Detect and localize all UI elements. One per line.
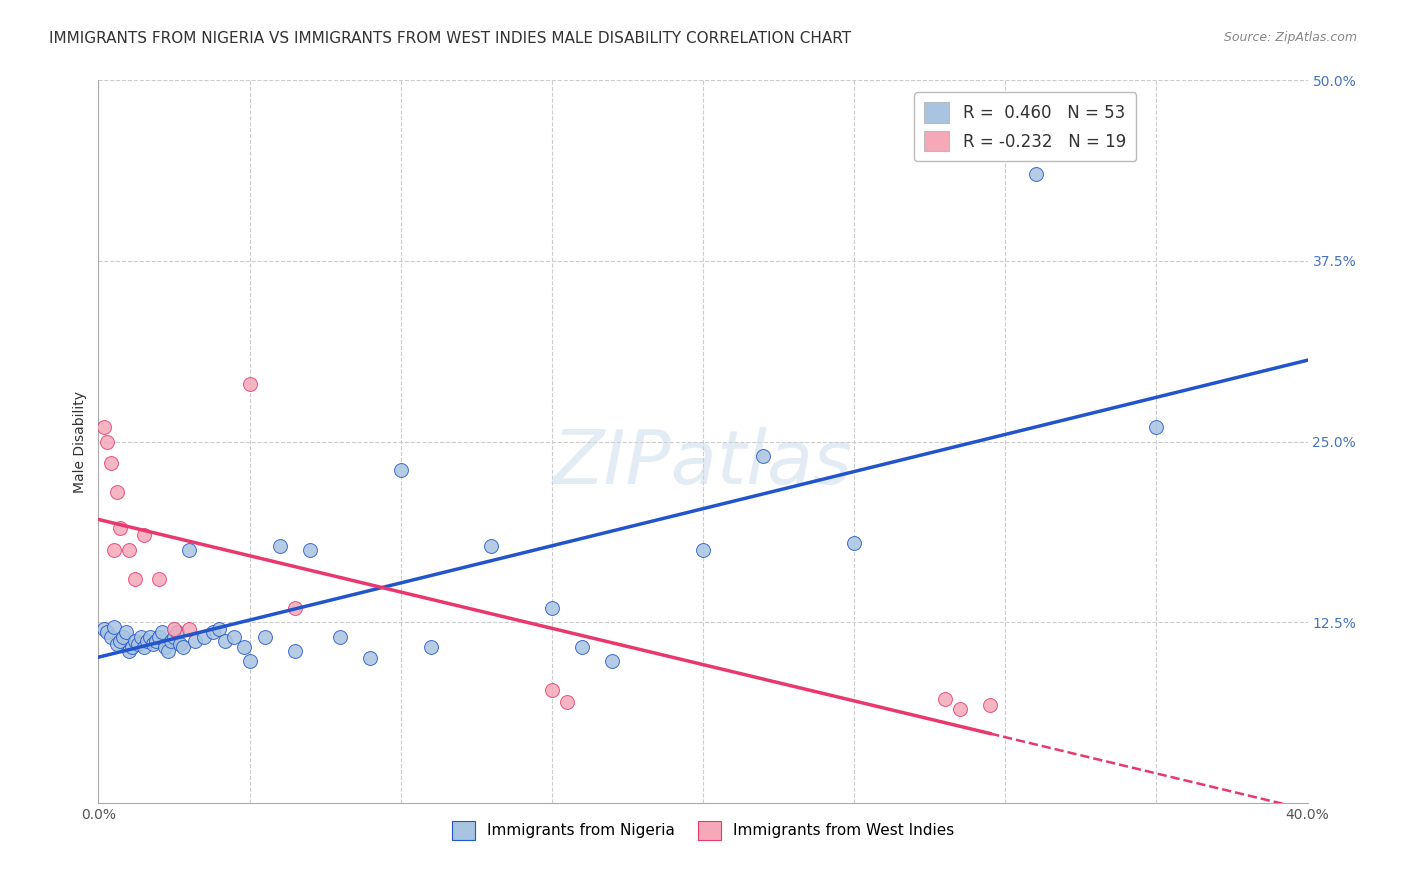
Point (100, 456, 122, 470)
Point (103, 619, 125, 633)
Point (224, 630, 246, 644)
Point (169, 637, 191, 651)
Point (481, 539, 503, 553)
Point (1024, 167, 1046, 181)
Point (179, 623, 201, 637)
Point (844, 535, 866, 549)
Point (949, 702, 972, 716)
Point (148, 572, 170, 586)
Point (111, 630, 134, 644)
Point (127, 637, 149, 651)
Point (100, 630, 122, 644)
Point (540, 600, 562, 615)
Point (752, 449, 775, 463)
Point (153, 640, 176, 654)
Point (163, 630, 186, 644)
Text: IMMIGRANTS FROM NIGERIA VS IMMIGRANTS FROM WEST INDIES MALE DISABILITY CORRELATI: IMMIGRANTS FROM NIGERIA VS IMMIGRANTS FR… (49, 31, 852, 46)
Point (124, 634, 146, 648)
Point (132, 528, 155, 542)
Point (239, 654, 262, 668)
Point (121, 640, 143, 654)
Point (232, 640, 254, 654)
Point (108, 521, 131, 535)
Point (202, 625, 225, 640)
Point (105, 637, 128, 651)
Point (299, 542, 322, 557)
Point (145, 634, 167, 648)
Point (269, 539, 291, 553)
Point (103, 542, 125, 557)
Point (692, 542, 714, 557)
Text: ZIPatlas: ZIPatlas (553, 427, 853, 500)
Point (934, 691, 956, 706)
Point (193, 630, 215, 644)
Point (253, 630, 276, 644)
Point (571, 640, 593, 654)
Point (329, 630, 352, 644)
Point (179, 542, 201, 557)
Point (129, 630, 152, 644)
Text: Source: ZipAtlas.com: Source: ZipAtlas.com (1223, 31, 1357, 45)
Legend: Immigrants from Nigeria, Immigrants from West Indies: Immigrants from Nigeria, Immigrants from… (446, 815, 960, 846)
Point (284, 600, 307, 615)
Point (118, 644, 141, 658)
Point (214, 634, 236, 648)
Point (150, 625, 173, 640)
Point (239, 376, 262, 391)
Point (148, 630, 170, 644)
Point (602, 654, 624, 668)
Point (96, 434, 118, 449)
Point (163, 623, 186, 637)
Point (118, 542, 141, 557)
Point (160, 634, 183, 648)
Point (284, 644, 307, 658)
Point (135, 634, 157, 648)
Point (132, 640, 155, 654)
Point (142, 637, 165, 651)
Point (108, 634, 131, 648)
Point (96, 625, 118, 640)
Y-axis label: Male Disability: Male Disability (73, 391, 87, 492)
Point (420, 640, 443, 654)
Point (360, 651, 382, 665)
Point (156, 644, 179, 658)
Point (114, 625, 136, 640)
Point (540, 683, 562, 698)
Point (208, 623, 231, 637)
Point (124, 572, 146, 586)
Point (184, 634, 207, 648)
Point (166, 625, 188, 640)
Point (139, 630, 162, 644)
Point (389, 463, 412, 477)
Point (105, 485, 128, 500)
Point (93, 420, 115, 434)
Point (172, 640, 194, 654)
Point (555, 695, 578, 709)
Point (1144, 420, 1167, 434)
Point (979, 698, 1001, 712)
Point (93, 623, 115, 637)
